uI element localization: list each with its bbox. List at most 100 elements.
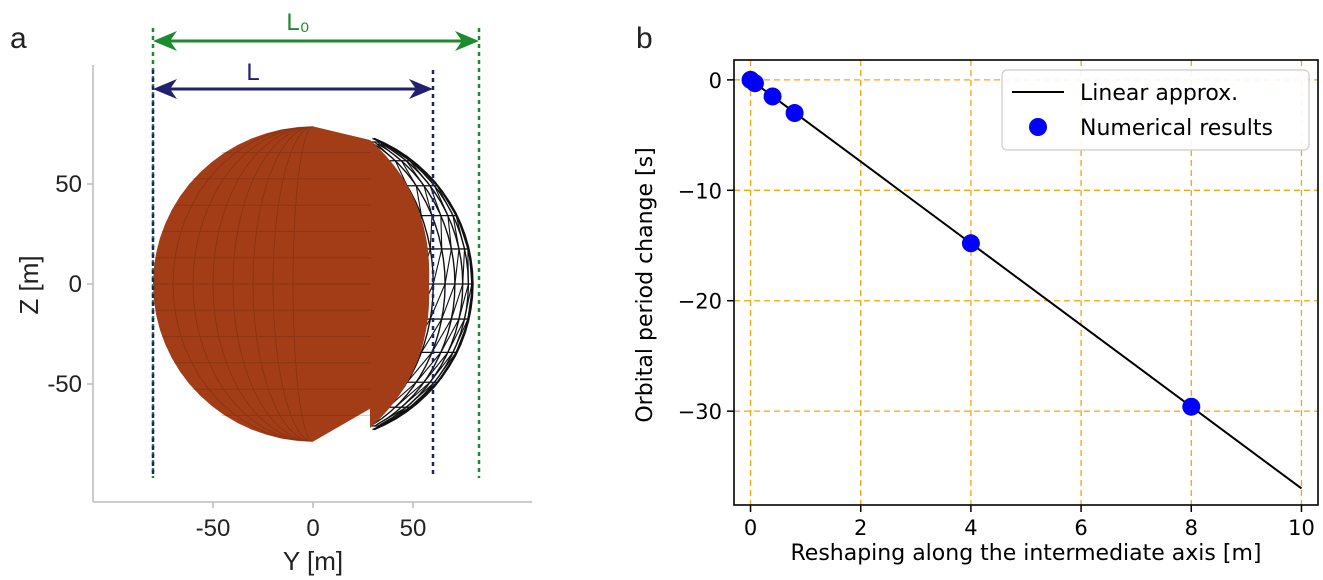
wireframe-edge xyxy=(381,406,414,427)
wireframe-edge xyxy=(434,185,449,216)
linear-approx-line xyxy=(749,79,1303,490)
wireframe-edge xyxy=(429,215,433,249)
panel-b-y-ticks: 0 −10 −20 −30 xyxy=(678,69,734,424)
wireframe-edge xyxy=(441,283,456,320)
panel-a-x-tick-label: 50 xyxy=(400,515,427,542)
panel-a-y-tick-label: -50 xyxy=(47,371,82,398)
numerical-point xyxy=(745,74,764,93)
wireframe-edge xyxy=(412,160,438,187)
panel-b-x-ticks: 0 2 4 6 8 10 xyxy=(744,505,1315,540)
wireframe-edge xyxy=(409,381,438,408)
wireframe-edge xyxy=(456,215,469,250)
wireframe-edge xyxy=(394,381,425,408)
wireframe-edge xyxy=(440,318,460,353)
wireframe-edge xyxy=(406,352,433,383)
wireframe-edge xyxy=(411,160,435,187)
wireframe-edge xyxy=(377,406,411,427)
wireframe-edge xyxy=(431,318,452,353)
wireframe-edge xyxy=(467,248,469,285)
panel-a-x-tick-label: -50 xyxy=(196,515,231,542)
wireframe-edge xyxy=(401,160,417,187)
wireframe-edge xyxy=(432,248,443,285)
panel-a-x-ticks: -50 0 50 xyxy=(196,502,427,542)
wireframe-edge xyxy=(415,185,422,216)
wireframe-edge xyxy=(444,248,452,285)
wireframe-edge xyxy=(409,160,431,187)
wireframe-edge xyxy=(382,141,413,162)
panel-b-y-axis-label: Orbital period change [s] xyxy=(633,147,658,422)
L0-label: L₀ xyxy=(286,9,309,36)
body-mesh-meridian xyxy=(172,125,314,443)
wireframe-edge xyxy=(458,283,469,320)
numerical-point xyxy=(961,234,980,253)
panel-a: -50 0 50 50 0 -50 Y [m] Z [m] L₀ L xyxy=(14,9,532,576)
panel-a-x-tick-label: 0 xyxy=(306,515,319,542)
panel-a-y-ticks: 50 0 -50 xyxy=(47,171,93,398)
panel-label-a: a xyxy=(10,22,27,55)
panel-a-y-tick-label: 50 xyxy=(55,171,82,198)
panel-a-dimensions xyxy=(151,28,481,478)
wireframe-edge xyxy=(377,141,402,162)
wireframe-edge xyxy=(436,185,454,216)
panel-a-y-axis-label: Z [m] xyxy=(14,255,44,314)
panel-label-b: b xyxy=(636,22,653,55)
wireframe-edge xyxy=(405,160,425,187)
panel-b-y-tick-label: −20 xyxy=(678,290,722,314)
body-mesh-meridian xyxy=(212,125,314,443)
wireframe-edge xyxy=(437,185,457,216)
wireframe-edge xyxy=(436,352,458,383)
wireframe-edge xyxy=(447,215,452,249)
panel-b-series xyxy=(741,70,1303,490)
wireframe-edge xyxy=(454,248,460,285)
wireframe-edge xyxy=(415,352,442,383)
wireframe-edge xyxy=(423,352,449,383)
panel-b: 0 2 4 6 8 10 0 −10 −20 −30 Reshaping along the i… xyxy=(633,59,1319,566)
wireframe-edge xyxy=(462,248,466,285)
panel-b-frame xyxy=(733,59,1319,506)
numerical-point xyxy=(1182,397,1201,416)
wireframe-edge xyxy=(374,141,396,162)
panel-b-x-tick-label: 8 xyxy=(1185,516,1198,540)
body-mesh-meridian xyxy=(192,125,314,443)
wireframe-edge xyxy=(440,215,443,249)
reshaped-body xyxy=(153,126,430,442)
panel-b-x-tick-label: 6 xyxy=(1074,516,1087,540)
body-mesh-meridian xyxy=(292,125,314,443)
wireframe-edge xyxy=(406,381,435,408)
L-arrow-head-right xyxy=(409,79,433,99)
panel-b-legend: Linear approx. Numerical results xyxy=(1001,69,1310,151)
wireframe-edge xyxy=(450,283,464,320)
wireframe-edge xyxy=(452,215,460,250)
wireframe-edge xyxy=(455,318,470,353)
panel-b-x-tick-label: 10 xyxy=(1288,516,1315,540)
L0-arrow-head-left xyxy=(153,31,177,51)
panel-a-y-tick-label: 0 xyxy=(69,271,82,298)
legend-box xyxy=(1001,69,1310,151)
wireframe-edge xyxy=(401,381,431,408)
wireframe-edge xyxy=(420,318,443,353)
wireframe-edge xyxy=(455,215,466,250)
wireframe-edge xyxy=(374,406,407,427)
panel-b-x-tick-label: 4 xyxy=(964,516,977,540)
numerical-point xyxy=(763,87,782,106)
L0-arrow-head-right xyxy=(455,31,479,51)
panel-b-y-tick-label: 0 xyxy=(709,69,722,93)
panel-a-x-axis-label: Y [m] xyxy=(283,546,343,576)
panel-b-x-tick-label: 2 xyxy=(854,516,867,540)
panel-b-x-axis-label: Reshaping along the intermediate axis [m… xyxy=(791,541,1262,566)
body-mesh-meridian xyxy=(252,125,314,443)
wireframe-edge xyxy=(467,283,474,320)
legend-label-numerical: Numerical results xyxy=(1080,116,1273,141)
wireframe-edge xyxy=(434,352,457,383)
body-mesh-meridian xyxy=(272,125,314,443)
wireframe-edge xyxy=(452,318,469,353)
legend-marker-swatch xyxy=(1029,118,1047,136)
panel-a-plot xyxy=(153,125,474,443)
body-mesh xyxy=(153,125,371,443)
panel-b-x-tick-label: 0 xyxy=(744,516,757,540)
L-arrow-head-left xyxy=(153,79,177,99)
wireframe-edge xyxy=(423,185,433,216)
wireframe-edge xyxy=(394,160,408,186)
wireframe-edge xyxy=(468,248,473,285)
